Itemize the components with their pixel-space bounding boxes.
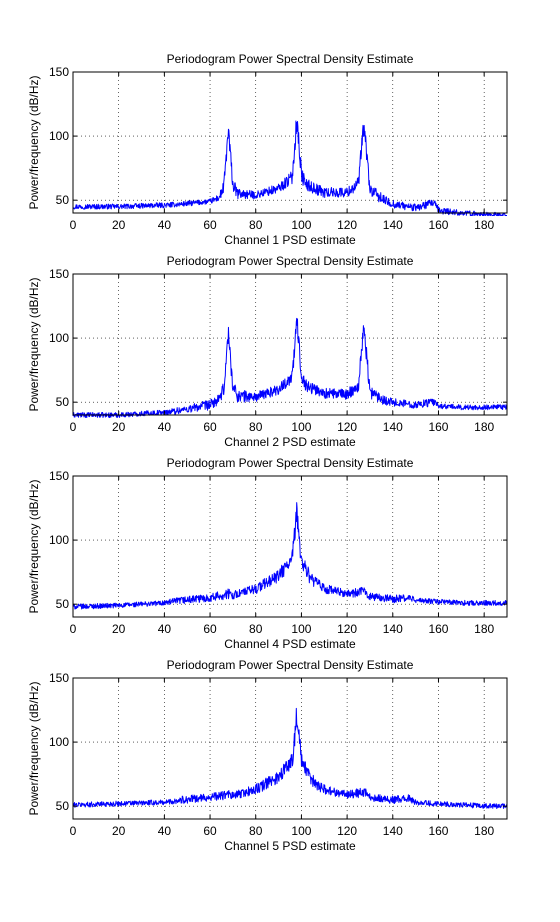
x-tick-label: 160 [428, 824, 448, 838]
y-tick-label: 150 [49, 469, 69, 483]
x-tick-label: 120 [337, 622, 357, 636]
psd-trace-1 [72, 120, 508, 217]
x-tick-label: 140 [383, 824, 403, 838]
chart-1: 0 20 40 60 80 100 120 140 160 180 50 100 150 Periodog… [27, 52, 508, 247]
chart-title: Periodogram Power Spectral Density Estim… [167, 52, 414, 66]
x-tick-label: 60 [203, 218, 217, 232]
x-tick-label: 20 [112, 420, 126, 434]
x-tick-label: 160 [428, 218, 448, 232]
x-tick-label: 160 [428, 420, 448, 434]
chart-title: Periodogram Power Spectral Density Estim… [167, 456, 414, 470]
chart-title: Periodogram Power Spectral Density Estim… [167, 658, 414, 672]
psd-trace-3 [72, 502, 508, 610]
chart-4: 0 20 40 60 80 100 120 140 160 180 50 100 150 Periodog… [27, 658, 508, 853]
x-tick-label: 180 [474, 824, 494, 838]
chart-2: 0 20 40 60 80 100 120 140 160 180 50 100 150 Periodog… [27, 254, 508, 449]
x-tick-label: 80 [249, 420, 263, 434]
axes-box-4 [72, 677, 508, 820]
x-tick-label: 40 [158, 218, 172, 232]
y-tick-label: 100 [49, 129, 69, 143]
x-tick-label: 0 [70, 420, 77, 434]
x-tick-label: 40 [158, 622, 172, 636]
x-tick-label: 80 [249, 218, 263, 232]
x-tick-label: 100 [291, 420, 311, 434]
x-tick-label: 60 [203, 420, 217, 434]
psd-trace-2 [72, 317, 508, 419]
axes-box-1 [72, 71, 508, 214]
y-tick-label: 50 [56, 395, 70, 409]
x-axis-label: Channel 4 PSD estimate [224, 637, 356, 651]
x-tick-label: 140 [383, 218, 403, 232]
y-axis-label: Power/frequency (dB/Hz) [27, 479, 41, 613]
y-tick-label: 150 [49, 267, 69, 281]
y-axis-label: Power/frequency (dB/Hz) [27, 681, 41, 815]
y-tick-label: 50 [56, 799, 70, 813]
x-tick-label: 140 [383, 420, 403, 434]
x-tick-label: 20 [112, 218, 126, 232]
y-tick-label: 50 [56, 193, 70, 207]
x-tick-label: 180 [474, 622, 494, 636]
x-tick-label: 60 [203, 824, 217, 838]
axes-box-3 [72, 475, 508, 618]
x-tick-label: 0 [70, 824, 77, 838]
axes-box-2 [72, 273, 508, 416]
x-tick-label: 100 [291, 622, 311, 636]
y-axis-label: Power/frequency (dB/Hz) [27, 277, 41, 411]
y-tick-label: 100 [49, 533, 69, 547]
x-tick-label: 100 [291, 824, 311, 838]
y-tick-label: 50 [56, 597, 70, 611]
y-axis-label: Power/frequency (dB/Hz) [27, 75, 41, 209]
y-tick-label: 150 [49, 671, 69, 685]
x-tick-label: 120 [337, 824, 357, 838]
x-tick-label: 0 [70, 218, 77, 232]
x-tick-label: 20 [112, 622, 126, 636]
x-tick-label: 60 [203, 622, 217, 636]
x-tick-label: 80 [249, 622, 263, 636]
chart-title: Periodogram Power Spectral Density Estim… [167, 254, 414, 268]
x-axis-label: Channel 2 PSD estimate [224, 435, 356, 449]
x-axis-label: Channel 1 PSD estimate [224, 233, 356, 247]
x-tick-label: 100 [291, 218, 311, 232]
x-tick-label: 120 [337, 218, 357, 232]
x-tick-label: 160 [428, 622, 448, 636]
y-tick-label: 100 [49, 735, 69, 749]
x-tick-label: 80 [249, 824, 263, 838]
x-tick-label: 140 [383, 622, 403, 636]
x-tick-label: 20 [112, 824, 126, 838]
y-tick-label: 100 [49, 331, 69, 345]
x-tick-label: 40 [158, 824, 172, 838]
x-tick-label: 180 [474, 420, 494, 434]
x-tick-label: 0 [70, 622, 77, 636]
psd-trace-4 [72, 707, 508, 810]
x-axis-label: Channel 5 PSD estimate [224, 839, 356, 853]
y-tick-label: 150 [49, 65, 69, 79]
x-tick-label: 120 [337, 420, 357, 434]
chart-3: 0 20 40 60 80 100 120 140 160 180 50 100 150 Periodog… [27, 456, 508, 651]
x-tick-label: 180 [474, 218, 494, 232]
x-tick-label: 40 [158, 420, 172, 434]
